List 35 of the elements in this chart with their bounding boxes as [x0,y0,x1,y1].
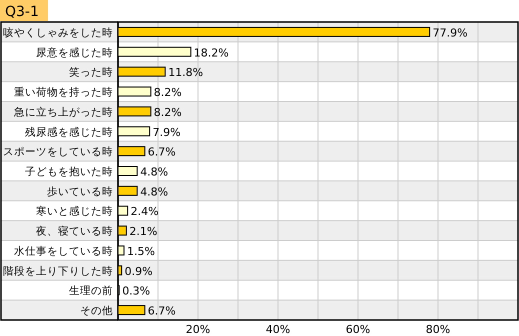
y-tick-label: 急に立ち上がった時 [13,105,113,118]
data-label: 6.7% [148,146,176,159]
data-label: 6.7% [148,304,176,318]
y-tick-label: 残尿感を感じた時 [25,125,113,138]
x-tick-label: 80% [426,323,450,336]
data-label: 4.8% [140,185,168,198]
data-label: 4.8% [140,166,168,178]
y-tick-label: 尿意を感じた時 [36,46,113,59]
y-tick-label: その他 [80,305,113,318]
data-label: 7.9% [152,126,181,139]
y-tick-label: 階段を上り下りした時 [3,264,113,278]
y-tick-label: 夜、寝ている時 [36,224,113,238]
data-label: 8.2% [154,86,182,100]
y-tick-label: 咳やくしゃみをした時 [3,26,113,39]
y-tick-label: スポーツをしている時 [3,145,113,158]
data-label: 2.4% [130,205,159,218]
data-label: 77.9% [432,26,468,40]
data-label: 2.1% [129,225,158,238]
data-label: 0.9% [124,264,153,278]
y-tick-label: 生理の前 [69,284,113,298]
y-tick-label: 歩いている時 [47,184,113,198]
y-tick-label: 重い荷物を持った時 [14,86,113,99]
y-tick-label: 水仕事をしている時 [14,244,113,258]
y-tick-label: 笑った時 [69,66,113,79]
y-tick-label: 寒いと感じた時 [36,204,113,218]
x-tick-label: 20% [186,323,210,336]
y-tick-label: 子どもを抱いた時 [25,165,113,178]
x-tick-label: 60% [346,323,370,336]
data-label: 0.3% [122,284,150,298]
data-label: 8.2% [154,106,182,119]
chart-title: Q3-1 [5,4,39,20]
data-label: 11.8% [168,66,204,80]
data-label: 1.5% [127,244,155,258]
x-tick-label: 40% [266,323,290,336]
data-label: 18.2% [194,46,229,60]
